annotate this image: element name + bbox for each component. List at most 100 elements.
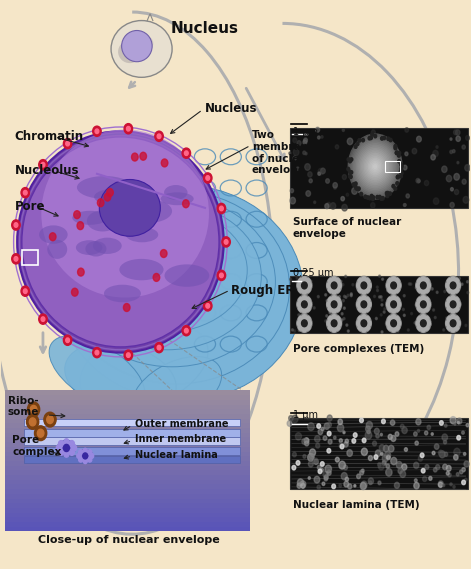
- Circle shape: [296, 281, 298, 283]
- Circle shape: [396, 283, 401, 288]
- Circle shape: [447, 306, 452, 311]
- Circle shape: [357, 187, 360, 191]
- Circle shape: [371, 203, 375, 208]
- Circle shape: [373, 163, 378, 170]
- Circle shape: [304, 438, 309, 444]
- Bar: [5, 475, 250, 480]
- Circle shape: [126, 126, 130, 131]
- Circle shape: [400, 164, 403, 168]
- Circle shape: [416, 136, 422, 142]
- Circle shape: [366, 283, 371, 288]
- Ellipse shape: [41, 130, 209, 298]
- Circle shape: [153, 274, 160, 282]
- Bar: [24, 437, 240, 444]
- Circle shape: [421, 320, 426, 327]
- Circle shape: [332, 288, 336, 294]
- Circle shape: [317, 485, 320, 489]
- Circle shape: [349, 136, 401, 197]
- Circle shape: [443, 484, 445, 486]
- Circle shape: [358, 306, 363, 311]
- Circle shape: [424, 316, 429, 322]
- Circle shape: [418, 316, 422, 322]
- Circle shape: [415, 321, 417, 324]
- Circle shape: [454, 279, 459, 284]
- Circle shape: [83, 453, 88, 459]
- Circle shape: [465, 479, 467, 481]
- Ellipse shape: [93, 238, 122, 254]
- Circle shape: [359, 418, 363, 423]
- Circle shape: [455, 320, 460, 326]
- Circle shape: [339, 443, 344, 448]
- Circle shape: [297, 302, 302, 307]
- Circle shape: [451, 326, 455, 332]
- Text: 1 μm: 1 μm: [293, 127, 318, 137]
- Circle shape: [447, 287, 452, 292]
- Ellipse shape: [164, 185, 187, 200]
- Circle shape: [367, 288, 369, 290]
- Circle shape: [104, 193, 111, 201]
- Circle shape: [463, 452, 466, 455]
- Circle shape: [387, 320, 391, 326]
- Circle shape: [332, 277, 336, 283]
- Circle shape: [384, 308, 386, 310]
- Text: Chromatin: Chromatin: [15, 130, 84, 143]
- Circle shape: [423, 319, 425, 321]
- Circle shape: [317, 465, 321, 469]
- Ellipse shape: [164, 265, 209, 287]
- Circle shape: [339, 461, 345, 469]
- Circle shape: [446, 277, 461, 295]
- Text: Surface of nuclear
envelope: Surface of nuclear envelope: [293, 217, 401, 238]
- Circle shape: [296, 277, 298, 279]
- Circle shape: [415, 304, 417, 306]
- Circle shape: [360, 149, 390, 184]
- Circle shape: [155, 343, 163, 353]
- Circle shape: [451, 296, 455, 302]
- Circle shape: [386, 194, 389, 197]
- Circle shape: [299, 298, 303, 303]
- Circle shape: [461, 283, 463, 286]
- Circle shape: [462, 145, 465, 149]
- Circle shape: [418, 306, 422, 311]
- Circle shape: [350, 171, 353, 174]
- Circle shape: [400, 171, 403, 175]
- Circle shape: [451, 277, 455, 283]
- Circle shape: [439, 420, 443, 425]
- Circle shape: [64, 335, 72, 345]
- Circle shape: [354, 184, 357, 188]
- Circle shape: [421, 315, 426, 320]
- Circle shape: [418, 324, 422, 330]
- Circle shape: [360, 192, 363, 196]
- Circle shape: [346, 193, 349, 196]
- Circle shape: [359, 147, 391, 186]
- Circle shape: [374, 193, 377, 196]
- Circle shape: [123, 303, 130, 311]
- Circle shape: [363, 152, 387, 181]
- Circle shape: [385, 193, 387, 196]
- Circle shape: [375, 450, 381, 456]
- Bar: [24, 456, 240, 463]
- Ellipse shape: [22, 137, 219, 347]
- Circle shape: [446, 283, 451, 288]
- Ellipse shape: [47, 240, 67, 259]
- Ellipse shape: [77, 176, 132, 199]
- Circle shape: [325, 179, 329, 183]
- Circle shape: [206, 176, 210, 180]
- Circle shape: [308, 172, 312, 177]
- Circle shape: [387, 137, 390, 141]
- Circle shape: [454, 130, 457, 135]
- Circle shape: [343, 465, 348, 470]
- Circle shape: [332, 326, 336, 332]
- Circle shape: [388, 298, 393, 303]
- Circle shape: [421, 296, 426, 302]
- Ellipse shape: [17, 131, 224, 353]
- Circle shape: [287, 420, 292, 426]
- Circle shape: [340, 444, 344, 449]
- Circle shape: [465, 164, 470, 171]
- Circle shape: [447, 175, 452, 182]
- Circle shape: [321, 135, 323, 138]
- Circle shape: [93, 126, 101, 137]
- Circle shape: [424, 298, 429, 303]
- Circle shape: [340, 281, 342, 283]
- Circle shape: [306, 293, 308, 295]
- Bar: [5, 423, 250, 428]
